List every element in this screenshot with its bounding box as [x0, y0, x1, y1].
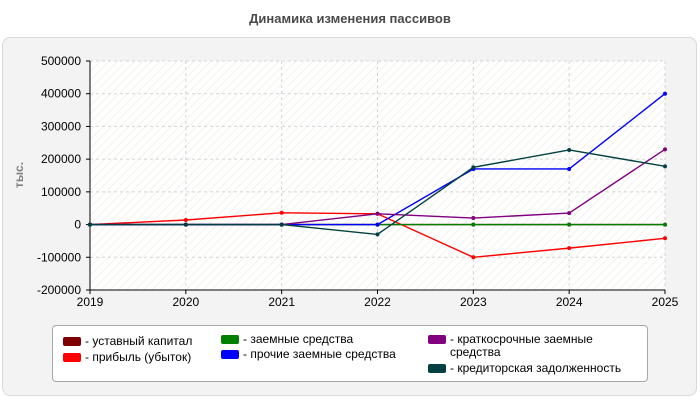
y-tick-label: 0: [74, 218, 81, 232]
y-tick-label: 400000: [41, 87, 81, 101]
data-point: [88, 222, 92, 227]
x-tick-label: 2022: [364, 295, 391, 309]
y-tick-label: 500000: [41, 54, 81, 68]
data-point: [663, 164, 667, 169]
x-tick-label: 2020: [172, 295, 199, 309]
data-point: [663, 91, 667, 96]
x-tick-label: 2021: [268, 295, 295, 309]
x-tick-label: 2019: [77, 295, 104, 309]
legend-swatch: [428, 335, 446, 344]
legend-swatch: [221, 335, 239, 344]
data-point: [183, 217, 188, 222]
data-point: [567, 166, 572, 171]
legend-label: уставный капитал: [92, 334, 193, 348]
data-point: [471, 165, 476, 170]
x-tick-label: 2025: [652, 295, 679, 309]
data-point: [663, 147, 667, 152]
data-point: [567, 246, 572, 251]
legend-label: кредиторская задолженность: [457, 361, 622, 375]
legend-swatch: [428, 364, 446, 373]
legend-label: прочие заемные средства: [250, 347, 396, 361]
legend-swatch: [63, 353, 81, 362]
data-point: [375, 211, 380, 216]
data-point: [471, 222, 476, 227]
x-tick-label: 2024: [556, 295, 583, 309]
y-tick-label: -100000: [37, 250, 81, 264]
legend-label: заемные средства: [250, 332, 354, 346]
legend-label: краткосрочные заемные средства: [450, 332, 593, 359]
legend-label: прибыль (убыток): [92, 350, 192, 364]
data-point: [279, 210, 284, 215]
x-tick-label: 2023: [460, 295, 487, 309]
y-tick-label: -200000: [37, 283, 81, 297]
chart-legend: - уставный капитал - прибыль (убыток) - …: [52, 325, 648, 382]
data-point: [375, 232, 380, 237]
data-point: [375, 222, 380, 227]
data-point: [567, 222, 572, 227]
y-tick-label: 200000: [41, 152, 81, 166]
data-point: [663, 236, 667, 241]
y-tick-label: 100000: [41, 185, 81, 199]
data-point: [663, 222, 667, 227]
data-point: [567, 211, 572, 216]
legend-swatch: [221, 350, 239, 359]
chart-title: Динамика изменения пассивов: [249, 11, 451, 26]
data-point: [471, 216, 476, 221]
y-tick-label: 300000: [41, 119, 81, 133]
y-axis-label: тыс.: [12, 162, 26, 188]
legend-swatch: [63, 337, 81, 346]
data-point: [471, 255, 476, 260]
data-point: [183, 222, 188, 227]
data-point: [279, 222, 284, 227]
data-point: [567, 147, 572, 152]
